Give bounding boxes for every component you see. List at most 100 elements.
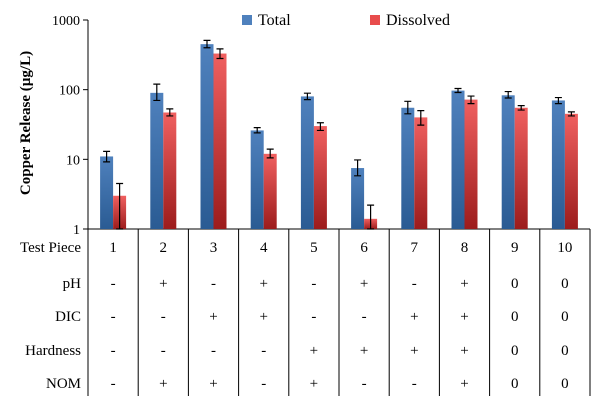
table-cell-nom-1: -: [111, 376, 116, 392]
table-cell-nom-10: 0: [561, 376, 569, 392]
table-row-label-hardness: Hardness: [25, 343, 81, 359]
error-bar-dissolved-5: [316, 122, 324, 132]
table-cell-hardness-1: -: [111, 343, 116, 359]
table-cell-hardness-9: 0: [511, 343, 519, 359]
table-cell-test-piece-10: 10: [557, 240, 572, 256]
bars: [100, 39, 578, 230]
table-cell-test-piece-1: 1: [109, 240, 117, 256]
table-cell-test-piece-8: 8: [461, 240, 469, 256]
condition-table: Test Piece 1 2 3 4 5 6 7 8 9 10 pH - + - + - + - +0 0 DIC - - + +…: [20, 240, 572, 392]
error-bar-dissolved-10: [567, 111, 575, 117]
table-cell-dic-5: -: [311, 309, 316, 325]
bar-total-7: [401, 107, 415, 229]
y-tick-label-3: 1000: [52, 14, 80, 29]
table-cell-hardness-4: -: [261, 343, 266, 359]
table-cell-dic-6: -: [362, 309, 367, 325]
table-row-label-dic: DIC: [55, 309, 81, 325]
error-bar-total-2: [153, 83, 161, 102]
error-bar-total-6: [354, 159, 362, 177]
bar-dissolved-4: [263, 153, 277, 229]
table-cell-ph-9: 0: [511, 276, 519, 292]
table-row-label-ph: pH: [63, 276, 82, 292]
table-cell-nom-8: +: [460, 376, 468, 392]
table-cell-ph-3: -: [211, 276, 216, 292]
table-cell-hardness-3: -: [211, 343, 216, 359]
legend-label-total: Total: [258, 12, 291, 29]
table-cell-dic-4: +: [259, 309, 267, 325]
error-bar-total-4: [253, 127, 261, 134]
error-bar-dissolved-6: [367, 204, 375, 230]
error-bar-total-8: [454, 87, 462, 94]
legend-swatch-total: [242, 15, 252, 25]
y-tick-label-2: 100: [59, 84, 80, 99]
bar-dissolved-10: [564, 113, 578, 229]
legend-swatch-dissolved: [370, 15, 380, 25]
table-cell-ph-7: -: [412, 276, 417, 292]
bar-total-10: [551, 100, 565, 230]
table-cell-dic-7: +: [410, 309, 418, 325]
table-row-label-test-piece: Test Piece: [20, 240, 81, 256]
table-cell-nom-4: -: [261, 376, 266, 392]
table-cell-dic-9: 0: [511, 309, 519, 325]
table-cell-dic-2: -: [161, 309, 166, 325]
table-cell-dic-3: +: [209, 309, 217, 325]
error-bar-total-10: [554, 96, 562, 105]
table-cell-dic-1: -: [111, 309, 116, 325]
table-cell-dic-8: +: [460, 309, 468, 325]
bar-total-4: [250, 130, 264, 229]
error-bar-total-1: [103, 150, 111, 163]
bar-total-8: [451, 90, 465, 230]
table-cell-hardness-2: -: [161, 343, 166, 359]
legend: Total Dissolved: [242, 12, 450, 29]
error-bar-dissolved-8: [467, 95, 475, 105]
table-cell-ph-8: +: [460, 276, 468, 292]
bar-total-2: [150, 92, 164, 230]
table-cell-hardness-6: +: [360, 343, 368, 359]
error-bar-dissolved-1: [116, 182, 124, 230]
table-cell-hardness-7: +: [410, 343, 418, 359]
table-cell-test-piece-2: 2: [160, 240, 168, 256]
bar-dissolved-8: [464, 99, 478, 229]
error-bar-total-9: [504, 90, 512, 99]
error-bar-dissolved-7: [417, 110, 425, 126]
table-cell-ph-6: +: [360, 276, 368, 292]
error-bar-total-3: [203, 39, 211, 49]
bar-dissolved-7: [414, 117, 428, 229]
table-cell-test-piece-7: 7: [411, 240, 419, 256]
bar-total-6: [351, 168, 365, 229]
table-cell-ph-2: +: [159, 276, 167, 292]
bar-dissolved-2: [163, 112, 177, 229]
table-cell-test-piece-3: 3: [210, 240, 218, 256]
error-bar-dissolved-3: [216, 48, 224, 60]
bar-total-5: [300, 96, 314, 230]
legend-label-dissolved: Dissolved: [386, 12, 450, 29]
error-bar-dissolved-9: [517, 105, 525, 111]
bar-total-9: [501, 95, 515, 229]
bar-dissolved-9: [514, 107, 528, 229]
table-cell-nom-7: -: [412, 376, 417, 392]
y-axis-label: Copper Release (µg/L): [18, 51, 34, 195]
table-cell-nom-2: +: [159, 376, 167, 392]
table-cell-dic-10: 0: [561, 309, 569, 325]
bar-dissolved-5: [313, 126, 327, 229]
table-cell-nom-3: +: [209, 376, 217, 392]
table-cell-nom-9: 0: [511, 376, 519, 392]
table-cell-ph-10: 0: [561, 276, 569, 292]
table-cell-hardness-8: +: [460, 343, 468, 359]
table-cell-test-piece-4: 4: [260, 240, 268, 256]
table-cell-hardness-10: 0: [561, 343, 569, 359]
table-cell-ph-4: +: [259, 276, 267, 292]
table-cell-test-piece-6: 6: [360, 240, 368, 256]
bar-total-3: [200, 44, 214, 229]
error-bar-total-5: [303, 92, 311, 101]
bar-dissolved-3: [213, 53, 227, 229]
table-cell-ph-5: -: [311, 276, 316, 292]
table-cell-hardness-5: +: [310, 343, 318, 359]
bar-total-1: [100, 156, 114, 229]
error-bar-dissolved-2: [166, 108, 174, 117]
table-row-label-nom: NOM: [46, 376, 81, 392]
error-bar-total-7: [404, 100, 412, 115]
table-cell-test-piece-5: 5: [310, 240, 318, 256]
table-cell-ph-1: -: [111, 276, 116, 292]
